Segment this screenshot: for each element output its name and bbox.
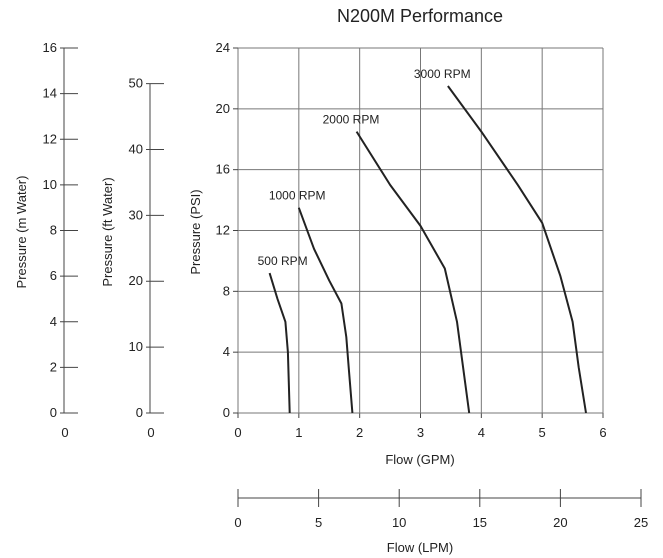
y-axis-title: Pressure (PSI) <box>188 189 203 274</box>
x-tick-label: 5 <box>539 425 546 440</box>
plot-grid <box>233 47 604 418</box>
axis-base-label: 0 <box>61 425 68 440</box>
m-water-axis-title: Pressure (m Water) <box>14 176 29 289</box>
lpm-tick-label: 10 <box>392 515 406 530</box>
y-tick-labels: 0 4 8 12 16 20 24 <box>216 40 230 420</box>
x-tick-label: 0 <box>234 425 241 440</box>
axis-tick-label: 0 <box>136 405 143 420</box>
lpm-tick-label: 25 <box>634 515 648 530</box>
y-tick-label: 4 <box>223 344 230 359</box>
m-water-axis: 0 2 4 6 8 10 12 14 16 0 <box>43 40 78 440</box>
axis-tick-label: 2 <box>50 359 57 374</box>
axis-tick-label: 14 <box>43 86 57 101</box>
y-tick-label: 8 <box>223 283 230 298</box>
series-line-2 <box>297 207 354 414</box>
axis-tick-label: 8 <box>50 223 57 238</box>
axis-tick-label: 12 <box>43 131 57 146</box>
lpm-tick-label: 5 <box>315 515 322 530</box>
series-label: 1000 RPM <box>269 189 326 203</box>
axis-tick-label: 0 <box>50 405 57 420</box>
lpm-axis: 0 5 10 15 20 25 <box>234 489 648 530</box>
series-lines <box>268 85 587 414</box>
lpm-tick-label: 20 <box>553 515 567 530</box>
series-label: 3000 RPM <box>414 67 471 81</box>
ft-water-axis-title: Pressure (ft Water) <box>100 177 115 286</box>
axis-tick-label: 20 <box>129 273 143 288</box>
lpm-tick-label: 15 <box>473 515 487 530</box>
y-tick-label: 20 <box>216 101 230 116</box>
lpm-axis-title: Flow (LPM) <box>387 540 453 555</box>
axis-tick-label: 30 <box>129 207 143 222</box>
series-labels: 500 RPM 1000 RPM 2000 RPM 3000 RPM <box>258 67 471 268</box>
chart-title: N200M Performance <box>337 6 503 26</box>
axis-base-label: 0 <box>147 425 154 440</box>
y-tick-label: 24 <box>216 40 230 55</box>
axis-tick-label: 10 <box>129 339 143 354</box>
series-label: 2000 RPM <box>323 113 380 127</box>
series-line-1 <box>268 272 291 414</box>
x-tick-label: 1 <box>295 425 302 440</box>
y-tick-label: 16 <box>216 162 230 177</box>
x-axis-title: Flow (GPM) <box>385 452 454 467</box>
y-tick-label: 0 <box>223 405 230 420</box>
series-label: 500 RPM <box>258 254 308 268</box>
x-tick-label: 3 <box>417 425 424 440</box>
ft-water-axis: 0 10 20 30 40 50 0 <box>129 76 164 440</box>
y-tick-label: 12 <box>216 223 230 238</box>
axis-tick-label: 6 <box>50 268 57 283</box>
series-line-3 <box>355 131 471 414</box>
axis-tick-label: 16 <box>43 40 57 55</box>
axis-tick-label: 40 <box>129 141 143 156</box>
axis-tick-label: 50 <box>129 76 143 91</box>
x-tick-label: 2 <box>356 425 363 440</box>
x-tick-labels: 0 1 2 3 4 5 6 <box>234 425 606 440</box>
series-line-4 <box>447 85 587 414</box>
axis-tick-label: 4 <box>50 314 57 329</box>
x-tick-label: 6 <box>599 425 606 440</box>
x-tick-label: 4 <box>478 425 485 440</box>
lpm-tick-label: 0 <box>234 515 241 530</box>
axis-tick-label: 10 <box>43 177 57 192</box>
